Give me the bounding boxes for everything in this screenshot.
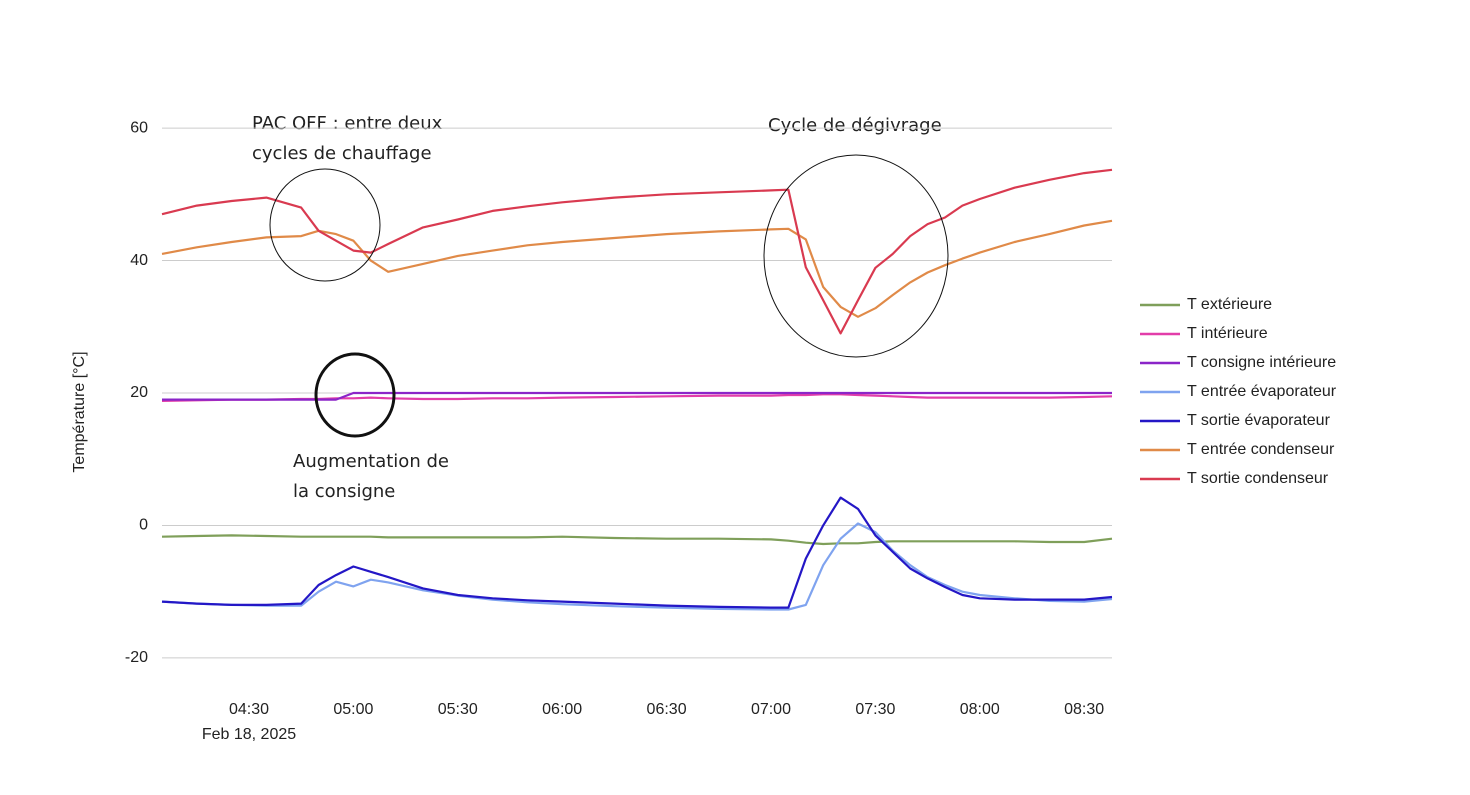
legend-label: T extérieure [1187,296,1272,313]
data-line [161,219,1113,318]
x-tick-label: 07:00 [751,701,791,718]
data-line [161,496,1113,609]
annotation-circle [763,154,949,358]
x-tick-label: 06:30 [647,701,687,718]
data-line [161,522,1113,611]
y-axis-label: Température [°C] [71,351,88,472]
annotation: PAC OFF : entre deux [252,113,443,134]
annotation: Augmentation de [293,451,449,472]
legend-label: T sortie évaporateur [1187,412,1331,429]
y-tick-label: -20 [125,649,148,666]
legend-label: T entrée évaporateur [1187,383,1337,400]
data-line [161,168,1113,335]
annotation-circle [269,168,381,282]
legend-label: T intérieure [1187,325,1268,342]
x-tick-label: 06:00 [542,701,582,718]
annotation: la consigne [293,481,395,502]
x-tick-label: 04:30 [229,701,269,718]
x-tick-label: 05:00 [333,701,373,718]
data-line [162,391,1112,401]
legend-label: T sortie condenseur [1187,470,1329,487]
x-tick-label: 08:30 [1064,701,1104,718]
annotation: Cycle de dégivrage [768,115,942,136]
y-tick-label: 60 [130,119,148,136]
date-label: Feb 18, 2025 [202,726,296,743]
y-tick-label: 20 [130,384,148,401]
x-tick-label: 07:30 [855,701,895,718]
data-line [161,534,1113,546]
x-tick-label: 08:00 [960,701,1000,718]
y-tick-label: 40 [130,252,148,269]
annotation-circle [314,352,396,438]
x-tick-label: 05:30 [438,701,478,718]
y-tick-label: 0 [139,517,148,534]
legend-label: T entrée condenseur [1187,441,1335,458]
annotation: cycles de chauffage [252,143,432,164]
legend-label: T consigne intérieure [1187,354,1336,371]
